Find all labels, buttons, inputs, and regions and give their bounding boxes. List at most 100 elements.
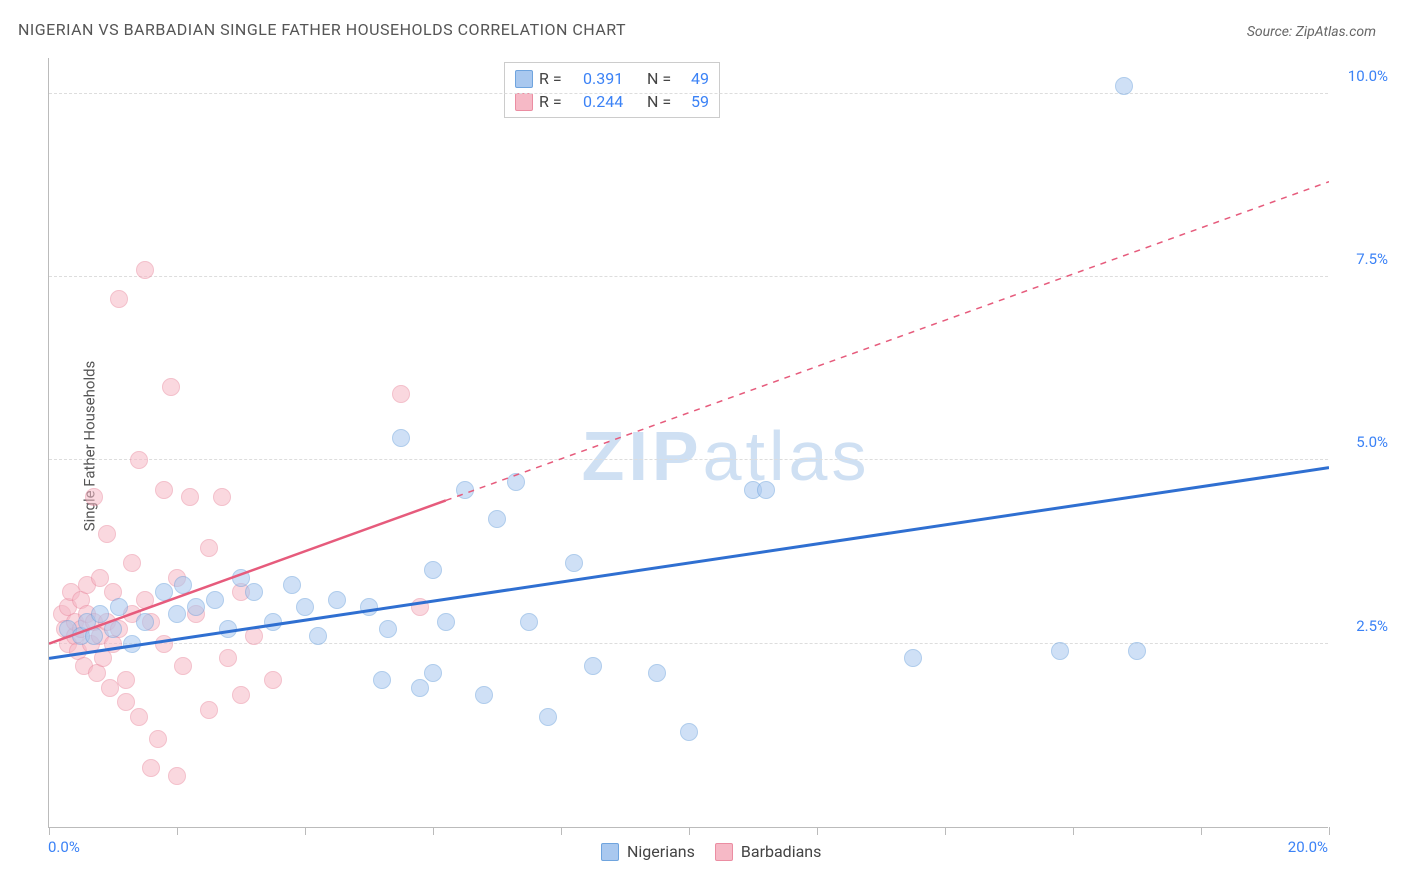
data-point (91, 569, 109, 587)
regression-line (49, 57, 1329, 827)
x-tick (1201, 827, 1202, 835)
data-point (219, 649, 237, 667)
data-point (117, 671, 135, 689)
data-point (283, 576, 301, 594)
data-point (130, 708, 148, 726)
x-tick (561, 827, 562, 835)
data-point (232, 686, 250, 704)
data-point (149, 730, 167, 748)
stats-row: R =0.391N =49 (515, 67, 709, 90)
y-tick-label: 10.0% (1333, 67, 1388, 85)
data-point (456, 481, 474, 499)
x-tick-label: 0.0% (48, 838, 80, 856)
source-name: ZipAtlas.com (1296, 24, 1376, 40)
data-point (162, 378, 180, 396)
data-point (424, 664, 442, 682)
data-point (187, 598, 205, 616)
data-point (904, 649, 922, 667)
data-point (85, 627, 103, 645)
watermark: ZIPatlas (582, 416, 871, 496)
x-tick (49, 827, 50, 835)
data-point (392, 385, 410, 403)
data-point (488, 510, 506, 528)
watermark-light: atlas (703, 417, 871, 495)
x-tick (817, 827, 818, 835)
data-point (264, 671, 282, 689)
data-point (360, 598, 378, 616)
data-point (757, 481, 775, 499)
data-point (584, 657, 602, 675)
legend-label: Barbadians (741, 842, 822, 861)
data-point (155, 583, 173, 601)
gridline-h (49, 459, 1328, 460)
data-point (136, 261, 154, 279)
regression-line (49, 57, 1329, 827)
series-legend: Nigerians Barbadians (601, 842, 821, 861)
gridline-h (49, 276, 1328, 277)
data-point (1128, 642, 1146, 660)
data-point (213, 488, 231, 506)
data-point (411, 598, 429, 616)
data-point (648, 664, 666, 682)
data-point (296, 598, 314, 616)
data-point (117, 693, 135, 711)
data-point (168, 767, 186, 785)
data-point (520, 613, 538, 631)
watermark-bold: ZIP (582, 417, 703, 495)
data-point (123, 554, 141, 572)
y-tick-label: 2.5% (1333, 617, 1388, 635)
data-point (232, 569, 250, 587)
x-tick-label: 20.0% (1288, 838, 1328, 856)
x-tick (433, 827, 434, 835)
legend-swatch (715, 843, 733, 861)
data-point (168, 605, 186, 623)
data-point (155, 635, 173, 653)
data-point (155, 481, 173, 499)
data-point (379, 620, 397, 638)
data-point (110, 598, 128, 616)
data-point (85, 488, 103, 506)
data-point (200, 701, 218, 719)
data-point (174, 657, 192, 675)
stat-r-label: R = (539, 69, 577, 88)
data-point (565, 554, 583, 572)
legend-item: Barbadians (715, 842, 822, 861)
data-point (245, 583, 263, 601)
data-point (130, 451, 148, 469)
legend-item: Nigerians (601, 842, 695, 861)
data-point (475, 686, 493, 704)
x-tick (1329, 827, 1330, 835)
y-tick-label: 7.5% (1333, 250, 1388, 268)
data-point (181, 488, 199, 506)
data-point (309, 627, 327, 645)
data-point (411, 679, 429, 697)
data-point (123, 635, 141, 653)
stat-n-label: N = (647, 69, 685, 88)
data-point (142, 759, 160, 777)
data-point (264, 613, 282, 631)
data-point (98, 525, 116, 543)
data-point (206, 591, 224, 609)
data-point (174, 576, 192, 594)
data-point (219, 620, 237, 638)
x-tick (689, 827, 690, 835)
series-swatch (515, 70, 533, 88)
data-point (373, 671, 391, 689)
stat-n-value: 59 (691, 92, 709, 111)
y-tick-label: 5.0% (1333, 433, 1388, 451)
scatter-plot-area: ZIPatlas R =0.391N =49R =0.244N =59 2.5%… (48, 58, 1328, 828)
data-point (245, 627, 263, 645)
stat-r-label: R = (539, 92, 577, 111)
data-point (1115, 77, 1133, 95)
data-point (200, 539, 218, 557)
data-point (392, 429, 410, 447)
data-point (110, 290, 128, 308)
stat-n-value: 49 (691, 69, 709, 88)
series-swatch (515, 93, 533, 111)
data-point (437, 613, 455, 631)
data-point (539, 708, 557, 726)
data-point (91, 605, 109, 623)
gridline-h (49, 93, 1328, 94)
stat-r-value: 0.244 (583, 92, 641, 111)
stat-n-label: N = (647, 92, 685, 111)
